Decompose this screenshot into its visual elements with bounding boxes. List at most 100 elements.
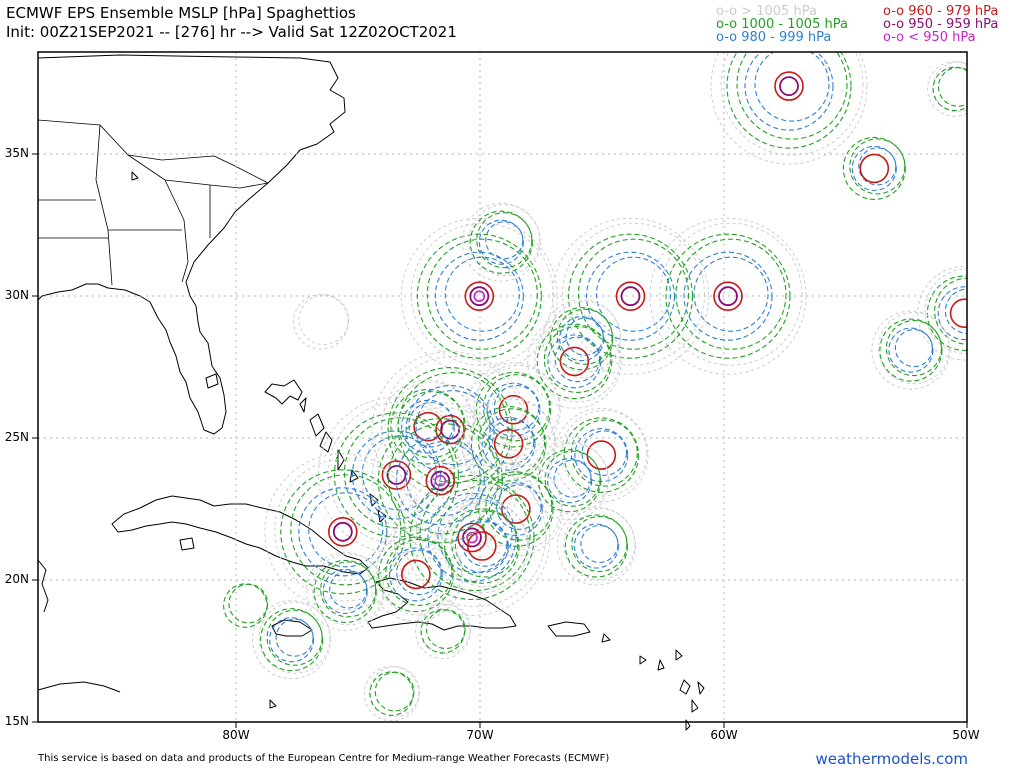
contour-ring: [266, 609, 323, 666]
contour-ring: [563, 417, 640, 493]
contour-ring: [454, 519, 509, 573]
contour-ring: [879, 318, 943, 382]
contour-ring: [498, 394, 529, 425]
contour-ring: [581, 430, 628, 476]
legend-950-959: o-o 950 - 959 hPa: [883, 17, 999, 32]
contour-ring: [434, 251, 524, 341]
contour-ring: [466, 531, 497, 561]
low-center: [710, 52, 868, 165]
contour-ring: [473, 290, 486, 303]
contour-ring: [851, 145, 897, 191]
jamaica: [271, 619, 313, 637]
low-center: [927, 61, 967, 117]
contour-ring: [410, 222, 554, 366]
contour-ring: [385, 538, 453, 606]
contour-ring: [308, 492, 384, 568]
contour-ring: [425, 465, 456, 496]
contour-ring: [675, 238, 787, 350]
contour-ring: [441, 500, 528, 588]
contour-ring: [937, 286, 967, 341]
contour-ring: [937, 67, 967, 107]
contour-ring: [466, 531, 478, 544]
contour-ring: [543, 325, 611, 393]
contour-ring: [553, 459, 592, 498]
low-center: [434, 498, 530, 594]
contour-ring: [917, 265, 967, 361]
low-center: [917, 265, 967, 361]
map-title: ECMWF EPS Ensemble MSLP [hPa] Spaghettio…: [6, 4, 356, 22]
contour-ring: [932, 66, 967, 112]
contour-ring: [369, 671, 414, 716]
contour-ring: [842, 136, 906, 200]
low-center: [252, 600, 332, 680]
lat-label-20n: 20N: [4, 572, 29, 586]
contour-ring: [949, 298, 967, 328]
contour-ring: [388, 547, 443, 602]
contour-ring: [774, 71, 804, 101]
contour-ring: [659, 222, 803, 366]
contour-ring: [544, 450, 601, 507]
small-islands: [131, 171, 277, 709]
contour-ring: [343, 417, 455, 529]
contour-ring: [564, 514, 628, 578]
contour-ring: [440, 419, 461, 440]
contour-ring: [573, 523, 619, 569]
contour-ring: [252, 600, 332, 680]
contour-ring: [469, 210, 533, 274]
contour-ring: [462, 521, 508, 567]
contour-ring: [264, 453, 422, 611]
contour-ring: [858, 147, 897, 186]
contour-ring: [718, 286, 738, 307]
legend-960-979: o-o 960 - 979 hPa: [883, 4, 999, 19]
contour-ring: [444, 256, 520, 332]
lon-label-50w: 50W: [952, 728, 980, 742]
contour-ring: [482, 374, 551, 442]
brand-link[interactable]: weathermodels.com: [815, 750, 968, 768]
contour-ring: [649, 217, 807, 375]
contour-ring: [470, 406, 547, 482]
contour-ring: [361, 435, 437, 511]
contour-ring: [885, 320, 942, 377]
contour-ring: [430, 470, 451, 491]
contour-ring: [485, 221, 524, 260]
contour-ring: [466, 362, 561, 458]
contour-ring: [726, 52, 852, 149]
contour-ring: [327, 516, 358, 547]
contour-ring: [425, 609, 466, 650]
contour-ring: [710, 52, 868, 165]
low-center: [415, 603, 472, 660]
contour-ring: [713, 281, 743, 312]
contour-ring: [481, 416, 536, 471]
lat-label-30n: 30N: [4, 288, 29, 302]
contour-ring: [888, 327, 934, 373]
contour-ring: [260, 608, 324, 672]
contour-ring: [313, 559, 377, 623]
contour-ring: [258, 601, 331, 674]
lake-okeechobee: [205, 373, 219, 389]
low-center: [649, 217, 807, 375]
contour-ring: [563, 508, 636, 580]
contour-ring: [403, 464, 547, 607]
contour-ring: [420, 603, 472, 655]
contour-ring: [332, 521, 353, 542]
contour-ring: [298, 487, 388, 577]
contour-ring: [556, 506, 636, 586]
contour-ring: [317, 396, 475, 554]
contour-ring: [416, 233, 542, 359]
contour-ring: [496, 484, 542, 530]
lesser-antilles: [601, 633, 705, 731]
contour-ring: [371, 407, 515, 551]
contour-ring: [293, 293, 349, 350]
contour-ring: [473, 364, 560, 451]
contour-ring: [574, 428, 629, 483]
us-coastline: [37, 54, 346, 435]
contour-ring: [320, 561, 377, 618]
contour-ring: [536, 323, 613, 400]
contour-ring: [388, 381, 475, 468]
contour-ring: [527, 314, 622, 409]
central-america: [37, 559, 121, 693]
low-center: [293, 293, 350, 350]
low-center: [223, 583, 269, 628]
contour-ring: [683, 251, 773, 341]
